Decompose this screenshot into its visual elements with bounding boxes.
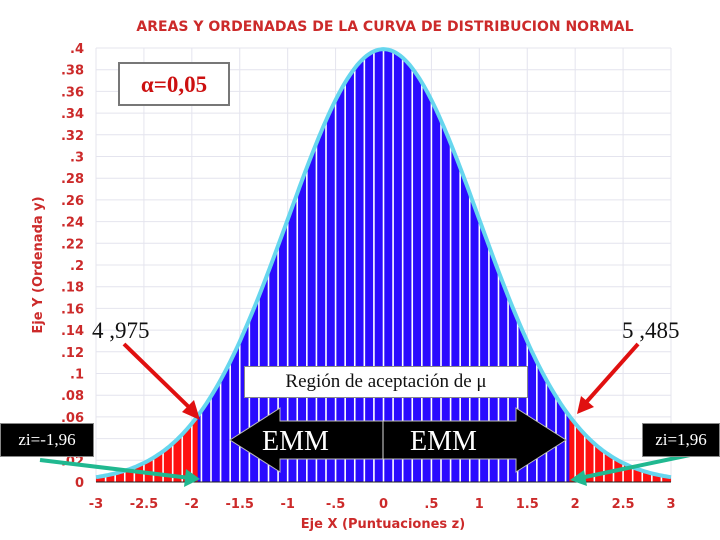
tail-area-right — [571, 418, 671, 482]
y-tick-label: .18 — [61, 281, 84, 296]
alpha-box: α=0,05 — [118, 62, 230, 106]
x-tick-label: -1 — [280, 497, 294, 512]
curve-outline — [95, 47, 672, 480]
x-axis-label: Eje X (Puntuaciones z) — [301, 517, 465, 532]
x-tick-label: -.5 — [326, 497, 345, 512]
y-tick-label: .1 — [70, 368, 84, 383]
y-tick-label: .26 — [61, 194, 84, 209]
x-tick-label: -3 — [89, 497, 103, 512]
y-tick-labels: 0.02.04.06.08.1.12.14.16.18.2.22.24.26.2… — [61, 42, 84, 491]
x-tick-label: 0 — [379, 497, 388, 512]
green-arrow-left — [39, 458, 191, 480]
y-tick-label: 0 — [75, 476, 84, 491]
lower-bound-label: 4 ,975 — [92, 318, 150, 343]
y-tick-label: .34 — [61, 107, 84, 122]
y-tick-label: .28 — [61, 172, 84, 187]
red-arrowhead-left — [182, 400, 200, 420]
y-tick-label: .38 — [61, 64, 84, 79]
green-arrowhead-left — [184, 469, 200, 487]
plot-area — [95, 47, 672, 483]
red-arrow-left — [122, 342, 198, 416]
z-right-box: zi=1,96 — [642, 423, 720, 457]
x-tick-label: -1.5 — [226, 497, 254, 512]
y-tick-label: .36 — [61, 85, 84, 100]
red-arrowhead-right — [577, 396, 594, 414]
red-arrows — [122, 342, 640, 420]
z-left-box: zi=-1,96 — [0, 423, 94, 457]
emm-arrow-shape — [229, 407, 567, 473]
z-right-label: zi=1,96 — [655, 430, 707, 449]
x-tick-label: 2.5 — [612, 497, 635, 512]
chart-title: AREAS Y ORDENADAS DE LA CURVA DE DISTRIB… — [136, 19, 633, 35]
red-arrow-right — [580, 342, 640, 409]
emm-left-label: EMM — [262, 426, 329, 457]
x-tick-label: 2 — [571, 497, 580, 512]
emm-right-label: EMM — [410, 426, 477, 457]
y-tick-label: .4 — [70, 42, 84, 57]
green-arrows — [39, 453, 691, 487]
y-tick-label: .2 — [70, 259, 84, 274]
acceptance-region-label: Región de aceptación de μ — [244, 366, 528, 398]
upper-bound-label: 5 ,485 — [622, 318, 680, 343]
y-tick-label: .3 — [70, 151, 84, 166]
x-tick-label: 1.5 — [516, 497, 539, 512]
green-arrow-right — [579, 453, 691, 480]
y-tick-label: .06 — [61, 411, 84, 426]
x-tick-labels: -3 -2.5 -2 -1.5 -1 -.5 0 .5 1 1.5 2 2.5 3 — [89, 497, 676, 512]
y-tick-label: .08 — [61, 389, 84, 404]
z-left-label: zi=-1,96 — [18, 430, 76, 449]
emm-arrow — [229, 407, 567, 473]
x-tick-label: 3 — [666, 497, 675, 512]
y-tick-label: .22 — [61, 237, 84, 252]
y-tick-label: .32 — [61, 129, 84, 144]
x-tick-label: .5 — [424, 497, 438, 512]
y-axis-label: Eje Y (Ordenada y) — [31, 196, 46, 333]
x-tick-label: 1 — [475, 497, 484, 512]
y-tick-label: .12 — [61, 346, 84, 361]
y-tick-label: .24 — [61, 216, 84, 231]
x-tick-label: -2 — [185, 497, 199, 512]
y-tick-label: .14 — [61, 324, 84, 339]
y-tick-label: .16 — [61, 302, 84, 317]
green-arrowhead-right — [570, 470, 587, 486]
alpha-label: α=0,05 — [140, 72, 208, 97]
tail-area-left — [96, 418, 196, 482]
x-tick-label: -2.5 — [130, 497, 158, 512]
